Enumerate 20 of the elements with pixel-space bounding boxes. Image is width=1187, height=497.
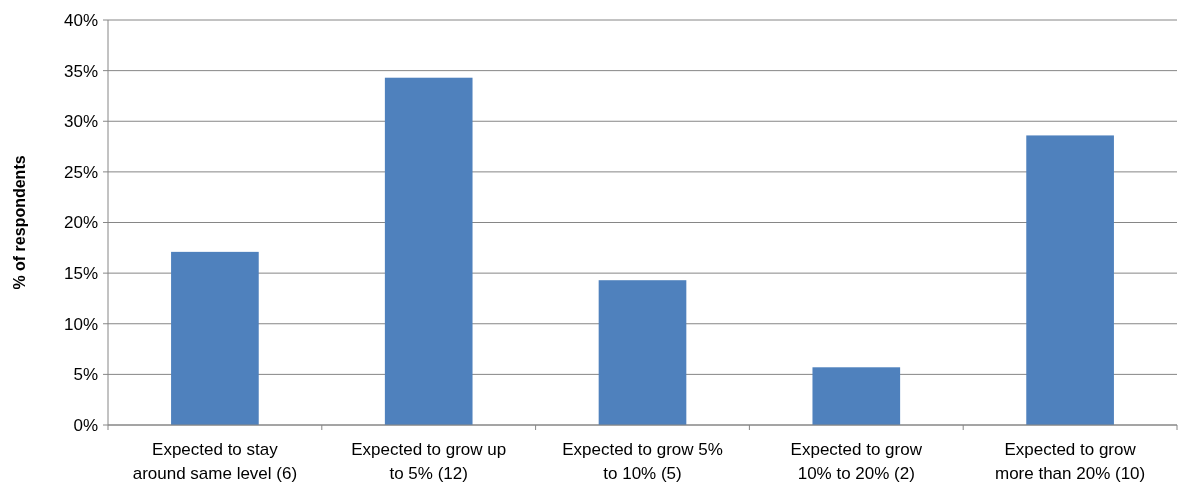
y-tick-label: 15% [63, 264, 98, 284]
y-tick-label: 0% [73, 415, 98, 435]
x-tick-label: Expected to grow up to 5% (12) [351, 440, 507, 483]
y-tick-label: 35% [63, 61, 98, 81]
x-tick-label: Expected to grow more than 20% (10) [994, 440, 1146, 483]
x-tick-label: Expected to grow 10% to 20% (2) [790, 440, 923, 483]
y-tick-label: 40% [63, 10, 98, 30]
x-tick-label: Expected to grow 5% to 10% (5) [562, 440, 723, 483]
y-tick-label: 5% [73, 365, 98, 385]
bar [598, 280, 687, 425]
y-tick-label: 25% [63, 162, 98, 182]
y-tick-label: 20% [63, 213, 98, 233]
y-tick-label: 10% [63, 314, 98, 334]
y-axis-title: % of respondents [11, 155, 28, 290]
bar [1026, 135, 1114, 425]
x-tick-label: Expected to stay around same level (6) [132, 440, 298, 483]
bar [812, 367, 901, 425]
y-tick-label: 30% [63, 112, 98, 132]
bar [384, 77, 473, 425]
bar [171, 251, 259, 425]
